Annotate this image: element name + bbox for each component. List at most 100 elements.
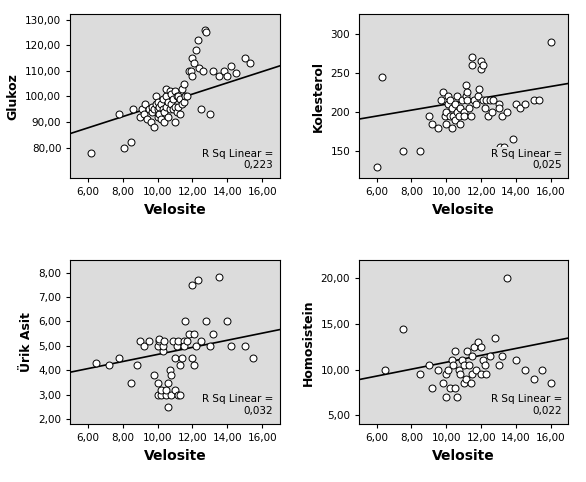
Point [451, 384, 460, 391]
Point [153, 379, 162, 387]
Point [478, 357, 488, 364]
Point [196, 337, 206, 345]
Text: R Sq Linear =
0,032: R Sq Linear = 0,032 [202, 394, 273, 416]
Point [459, 112, 468, 120]
Point [466, 112, 475, 120]
Point [155, 110, 164, 118]
Point [438, 379, 448, 387]
Point [169, 337, 178, 345]
Point [471, 100, 481, 108]
Point [529, 96, 538, 104]
Point [189, 59, 199, 67]
Point [226, 62, 236, 69]
Point [169, 106, 178, 113]
Point [179, 80, 188, 87]
Point [148, 108, 157, 116]
Point [482, 370, 491, 378]
Text: R Sq Linear =
0,223: R Sq Linear = 0,223 [202, 148, 273, 170]
Point [461, 81, 470, 89]
Text: R Sq Linear =
0,022: R Sq Linear = 0,022 [490, 394, 562, 416]
Point [455, 120, 465, 128]
Point [469, 343, 479, 350]
Point [177, 354, 186, 362]
Point [494, 104, 503, 112]
Point [171, 386, 180, 394]
Point [171, 103, 180, 110]
Point [478, 96, 488, 104]
Point [153, 113, 162, 120]
Point [503, 108, 512, 116]
Point [461, 375, 470, 383]
Point [240, 54, 250, 62]
Point [177, 85, 186, 93]
Point [520, 100, 530, 108]
Point [466, 379, 475, 387]
Point [476, 370, 486, 378]
Point [139, 110, 148, 118]
Point [202, 318, 211, 325]
Point [546, 38, 556, 46]
Point [240, 342, 250, 350]
Point [162, 391, 171, 399]
Point [104, 362, 113, 369]
Point [155, 335, 164, 342]
Point [127, 139, 136, 147]
Point [452, 93, 462, 100]
Point [162, 103, 171, 110]
Point [498, 352, 507, 360]
Point [515, 104, 524, 112]
Point [508, 135, 517, 143]
Y-axis label: Ürik Asit: Ürik Asit [20, 312, 33, 372]
Point [177, 100, 186, 108]
Point [480, 104, 489, 112]
Point [200, 26, 209, 34]
Point [485, 96, 495, 104]
Point [146, 118, 155, 126]
Point [195, 65, 204, 72]
X-axis label: Velosite: Velosite [144, 203, 206, 217]
Point [214, 72, 223, 80]
Point [219, 67, 229, 75]
Point [445, 112, 455, 120]
Point [226, 342, 236, 350]
Point [176, 110, 185, 118]
Point [433, 124, 442, 132]
Point [471, 366, 481, 374]
Point [449, 361, 458, 369]
Point [205, 342, 214, 350]
Point [424, 361, 434, 369]
Y-axis label: Homosistein: Homosistein [302, 299, 315, 386]
Point [442, 393, 451, 401]
Point [128, 106, 138, 113]
Point [188, 54, 197, 62]
Point [442, 370, 451, 378]
Point [174, 391, 183, 399]
Point [172, 108, 182, 116]
Point [462, 348, 472, 355]
Point [184, 330, 193, 337]
Point [172, 93, 182, 100]
Point [534, 96, 543, 104]
Point [148, 103, 157, 110]
Point [163, 379, 173, 387]
Point [184, 67, 193, 75]
Point [428, 120, 437, 128]
Point [156, 116, 166, 123]
Point [162, 386, 171, 394]
Point [372, 163, 381, 171]
Point [480, 361, 489, 369]
Point [155, 337, 164, 345]
Point [169, 95, 178, 103]
Point [179, 337, 188, 345]
Point [440, 112, 449, 120]
Point [475, 85, 484, 93]
Point [476, 57, 486, 65]
Point [176, 95, 185, 103]
X-axis label: Velosite: Velosite [144, 449, 206, 463]
Point [546, 379, 556, 387]
Point [165, 366, 175, 374]
Point [447, 124, 456, 132]
Point [452, 393, 462, 401]
Point [193, 36, 202, 44]
Point [193, 276, 202, 284]
